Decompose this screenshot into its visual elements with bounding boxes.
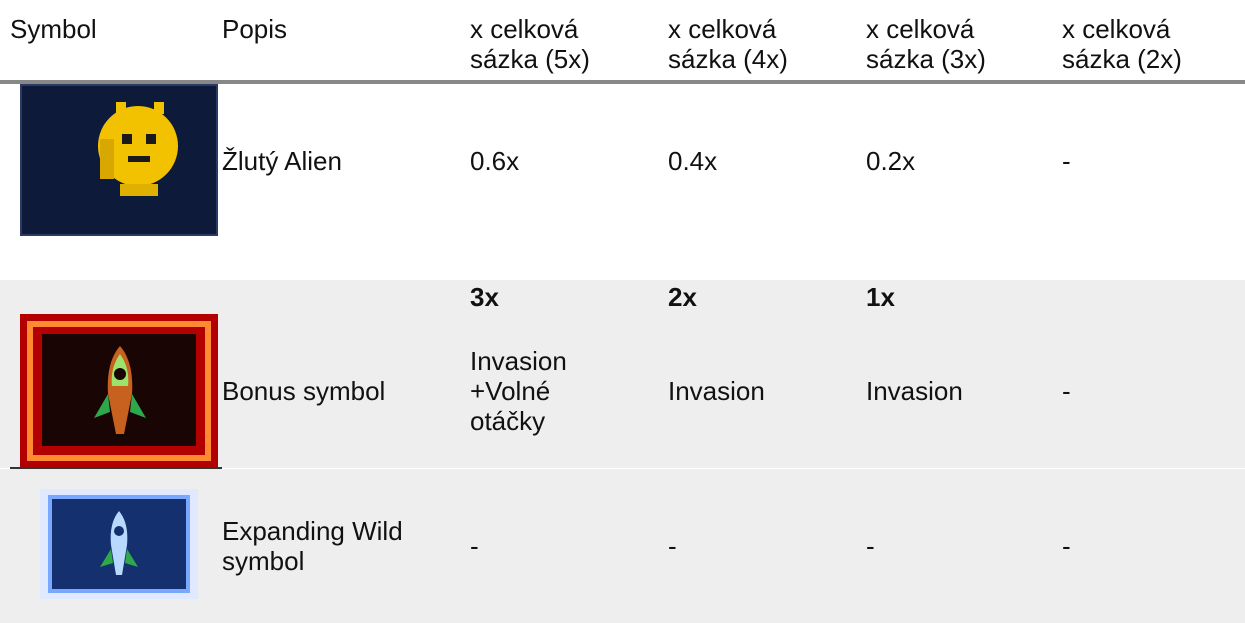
subheader-row: 3x 2x 1x — [0, 280, 1245, 314]
symbol-name: Žlutý Alien — [222, 146, 342, 176]
payout-cell: 0.4x — [668, 146, 718, 176]
row-rule — [10, 467, 222, 469]
yellow-alien-icon — [20, 84, 218, 236]
wild-icon — [40, 489, 198, 599]
payout-cell: - — [470, 531, 479, 561]
table-row: Expanding Wild symbol - - - - — [0, 469, 1245, 623]
column-header: x celková sázka (2x) — [1062, 14, 1182, 74]
column-header: x celková sázka (5x) — [470, 14, 590, 74]
payout-cell: 0.6x — [470, 146, 520, 176]
column-header: x celková sázka (3x) — [866, 14, 986, 74]
header-rule — [0, 80, 1245, 84]
symbol-name: Bonus symbol — [222, 376, 386, 406]
payout-cell: - — [668, 531, 677, 561]
subheader-cell: 3x — [470, 282, 499, 312]
payout-cell: - — [1062, 376, 1071, 406]
payout-cell: Invasion — [668, 376, 765, 406]
payout-cell: - — [866, 531, 875, 561]
table-row: Bonus symbol Invasion +Volné otáčky Invasi… — [0, 314, 1245, 468]
table-row: Žlutý Alien 0.6x 0.4x 0.2x - — [0, 84, 1245, 238]
bonus-icon — [20, 314, 218, 468]
column-header: Symbol — [10, 14, 97, 44]
column-header: Popis — [222, 14, 288, 44]
header-row: Symbol Popis x celková sázka (5x) x celková… — [0, 0, 1245, 80]
payout-cell: - — [1062, 531, 1071, 561]
column-header: x celková sázka (4x) — [668, 14, 788, 74]
subheader-cell: 1x — [866, 282, 895, 312]
payout-cell: 0.2x — [866, 146, 916, 176]
symbol-name: Expanding Wild symbol — [222, 516, 403, 576]
payout-cell: Invasion — [866, 376, 963, 406]
payout-cell: - — [1062, 146, 1071, 176]
subheader-cell: 2x — [668, 282, 697, 312]
payout-cell: Invasion +Volné otáčky — [470, 346, 567, 436]
